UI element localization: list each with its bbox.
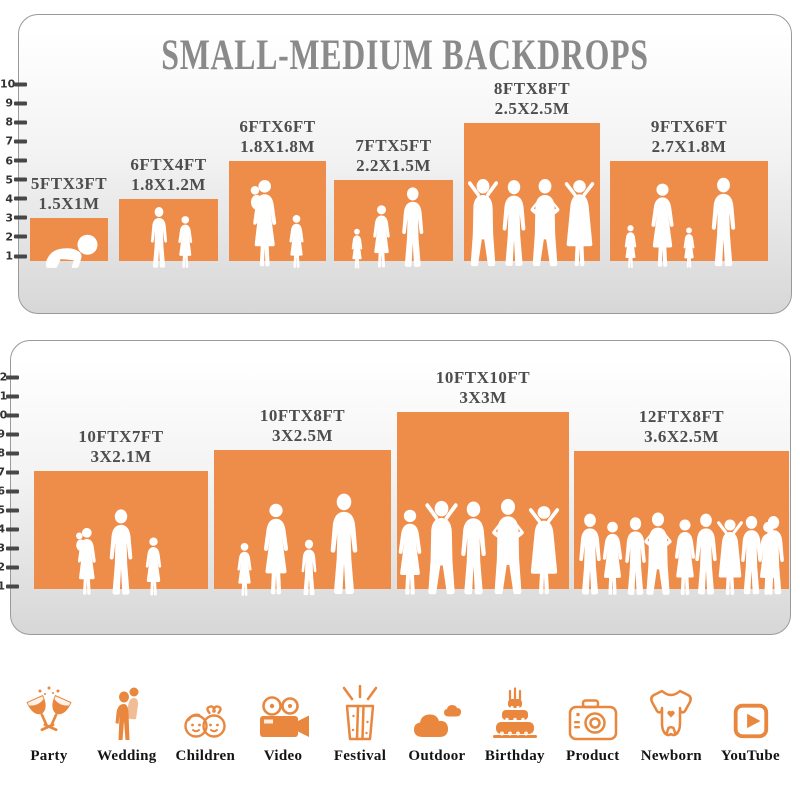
backdrop-size-label: 12FTX8FT 3.6X2.5M — [638, 406, 725, 447]
backdrop-bar-10ftx8ft: 10FTX8FT 3X2.5M — [214, 406, 391, 596]
category-party: Party — [20, 655, 78, 765]
axis-tick: 7 — [0, 467, 19, 478]
axis-tick: 5 — [0, 505, 19, 516]
axis-tick: 9 — [0, 98, 27, 109]
backdrop-bar-9ftx6ft: 9FTX6FT 2.7X1.8M — [610, 117, 768, 268]
backdrop-size-label: 6FTX6FT 1.8X1.8M — [239, 116, 316, 157]
category-label: Newborn — [640, 748, 702, 764]
axis-tick: 6 — [0, 155, 27, 166]
axis-tick: 8 — [0, 448, 19, 459]
axis-tick: 2 — [0, 231, 27, 242]
axis-tick: 3 — [0, 543, 19, 554]
backdrop-bar-12ftx8ft: 12FTX8FT 3.6X2.5M — [574, 407, 789, 595]
backdrop-size-label: 10FTX10FT 3X3M — [435, 367, 531, 408]
category-label: Video — [263, 748, 303, 764]
category-strip: Party Wedding — [0, 655, 800, 765]
wedding-icon — [110, 683, 144, 741]
youtube-icon — [729, 683, 771, 741]
axis-tick: 4 — [0, 193, 27, 204]
axis-tick: 4 — [0, 524, 19, 535]
backdrop-size-label: 6FTX4FT 1.8X1.2M — [130, 154, 207, 195]
category-video: Video — [254, 655, 312, 765]
axis-tick: 7 — [0, 136, 27, 147]
axis-tick: 10 — [0, 79, 27, 90]
panel-lower: 123456789101112 10FTX7FT 3X2.1M 10FTX8FT… — [0, 340, 791, 635]
people-silhouette — [351, 187, 424, 269]
people-silhouette — [45, 234, 98, 268]
category-label: Party — [30, 748, 68, 764]
backdrop-bar-10ftx10ft: 10FTX10FT 3X3M — [397, 368, 569, 595]
backdrop-size-label: 7FTX5FT 2.2X1.5M — [355, 135, 432, 176]
axis-tick: 10 — [0, 410, 19, 421]
axis-tick: 3 — [0, 212, 27, 223]
category-festival: Festival — [331, 655, 389, 765]
axis-tick: 11 — [0, 391, 19, 402]
video-icon — [256, 683, 310, 741]
people-silhouette — [250, 180, 304, 268]
category-outdoor: Outdoor — [408, 655, 466, 765]
panel-upper: SMALL-MEDIUM BACKDROPS 1 2 3 4 5 6 7 8 9 10 5FTX3… — [0, 14, 792, 314]
backdrop-bar-10ftx7ft: 10FTX7FT 3X2.1M — [34, 427, 208, 596]
axis-tick: 8 — [0, 117, 27, 128]
party-icon — [25, 683, 73, 741]
people-silhouette — [150, 207, 193, 268]
page-title: SMALL-MEDIUM BACKDROPS — [161, 32, 649, 79]
axis-tick: 6 — [0, 486, 19, 497]
category-label: Children — [175, 748, 236, 764]
category-youtube: YouTube — [721, 655, 780, 765]
category-label: Birthday — [484, 748, 545, 764]
axis-tick: 9 — [0, 429, 19, 440]
product-icon — [567, 683, 619, 741]
backdrop-bar-8ftx8ft: 8FTX8FT 2.5X2.5M — [464, 79, 600, 267]
festival-icon — [337, 683, 383, 741]
backdrop-size-label: 8FTX8FT 2.5X2.5M — [493, 78, 571, 119]
category-label: Festival — [333, 748, 387, 764]
category-newborn: Newborn — [641, 655, 702, 765]
people-silhouette — [237, 493, 358, 596]
outdoor-icon — [410, 683, 464, 741]
axis-tick: 12 — [0, 372, 19, 383]
backdrop-size-label: 10FTX8FT 3X2.5M — [259, 405, 346, 446]
axis-tick: 1 — [0, 251, 27, 262]
people-silhouette — [75, 509, 162, 596]
category-label: Wedding — [96, 748, 157, 764]
backdrop-bar-6ftx4ft: 6FTX4FT 1.8X1.2M — [119, 155, 218, 268]
backdrop-size-label: 9FTX6FT 2.7X1.8M — [650, 116, 728, 157]
newborn-icon — [647, 683, 695, 741]
backdrop-bar-5ftx3ft: 5FTX3FT 1.5X1M — [30, 174, 108, 268]
axis-tick: 1 — [0, 581, 19, 592]
backdrop-bar-6ftx6ft: 6FTX6FT 1.8X1.8M — [229, 117, 326, 268]
category-children: Children — [176, 655, 236, 765]
birthday-icon — [491, 683, 539, 741]
category-birthday: Birthday — [485, 655, 545, 765]
backdrop-size-label: 5FTX3FT 1.5X1M — [30, 173, 108, 214]
people-silhouette — [579, 512, 784, 595]
people-silhouette — [398, 498, 560, 595]
category-label: Product — [566, 748, 620, 764]
category-label: Outdoor — [408, 748, 466, 764]
axis-tick: 5 — [0, 174, 27, 185]
people-silhouette — [467, 178, 595, 267]
category-wedding: Wedding — [97, 655, 157, 765]
backdrop-size-label: 10FTX7FT 3X2.1M — [78, 426, 164, 467]
backdrop-bar-7ftx5ft: 7FTX5FT 2.2X1.5M — [334, 136, 453, 269]
category-label: YouTube — [720, 748, 780, 764]
category-product: Product — [564, 655, 622, 765]
children-icon — [180, 683, 230, 741]
axis-tick: 2 — [0, 562, 19, 573]
people-silhouette — [624, 177, 736, 268]
